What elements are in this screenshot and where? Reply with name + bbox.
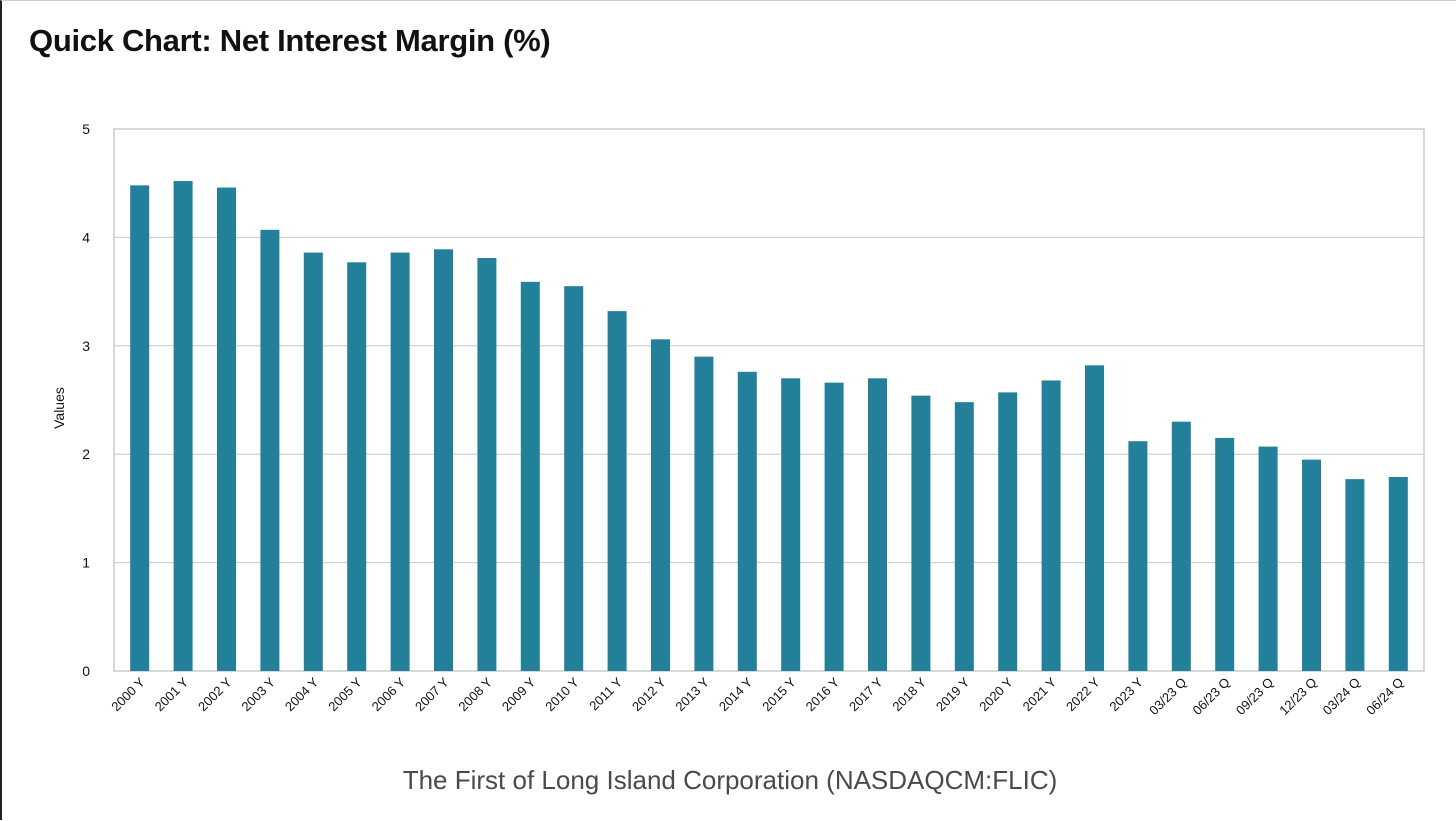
bar [260,229,280,671]
y-tick-label: 1 [82,555,90,571]
bar [954,402,974,671]
x-tick-label: 2003 Y [238,674,278,714]
x-tick-label: 2017 Y [846,674,886,714]
bar [998,392,1018,671]
x-tick-label: 03/23 Q [1146,675,1189,718]
bar [1041,380,1061,671]
bar [347,262,367,671]
bar [1215,437,1235,671]
company-name: The First of Long Island Corporation (NA… [402,765,1058,795]
y-tick-label: 5 [82,121,90,137]
x-tick-label: 2019 Y [933,674,973,714]
bar [217,187,236,672]
x-tick-label: 12/23 Q [1276,675,1319,718]
x-tick-label: 06/23 Q [1189,675,1232,718]
x-tick-label: 2009 Y [499,674,539,714]
bar [694,356,714,671]
bar [1302,459,1321,671]
bar [1258,446,1278,671]
x-tick-label: 09/23 Q [1233,675,1276,718]
bar [607,311,627,671]
x-tick-label: 2005 Y [325,674,365,714]
x-tick-label: 2001 Y [152,674,192,714]
x-tick-label: 2020 Y [976,674,1016,714]
bar [434,249,453,671]
chart-title: Quick Chart: Net Interest Margin (%) [29,23,551,58]
bar [737,371,757,671]
x-tick-label: 2023 Y [1106,674,1146,714]
bar [477,258,497,671]
plot-area [113,128,1425,672]
y-tick-label: 0 [82,663,90,679]
bar [130,185,150,671]
x-tick-label: 2002 Y [195,674,235,714]
bar [564,286,584,671]
bar [1345,479,1365,671]
x-tick-label: 06/24 Q [1363,675,1406,718]
x-tick-label: 2012 Y [629,674,669,714]
x-tick-label: 03/24 Q [1320,675,1363,718]
x-tick-label: 2008 Y [455,674,495,714]
bar [651,339,670,671]
bar [390,252,410,671]
x-tick-label: 2010 Y [542,674,582,714]
x-tick-label: 2021 Y [1020,674,1060,714]
bar [868,378,887,671]
bar [781,378,801,671]
y-tick-label: 2 [82,446,90,462]
x-tick-label: 2018 Y [889,674,929,714]
y-tick-label: 3 [82,338,90,354]
x-tick-label: 2014 Y [716,674,756,714]
x-tick-label: 2013 Y [672,674,712,714]
bar [520,281,540,671]
y-tick-label: 4 [82,229,90,245]
bar [1171,421,1191,671]
x-tick-label: 2000 Y [108,674,148,714]
x-tick-label: 2016 Y [803,674,843,714]
y-axis-label: Values [51,387,67,429]
bar [911,395,931,671]
bar [1388,476,1408,671]
bar [1128,441,1148,671]
x-tick-label: 2006 Y [369,674,409,714]
x-tick-label: 2004 Y [282,674,322,714]
x-tick-label: 2007 Y [412,674,452,714]
x-tick-label: 2011 Y [586,674,625,713]
x-tick-label: 2022 Y [1063,674,1103,714]
bar [303,252,323,671]
bar [824,382,844,671]
bar [173,181,193,671]
x-tick-label: 2015 Y [759,674,799,714]
bar [1085,365,1104,671]
